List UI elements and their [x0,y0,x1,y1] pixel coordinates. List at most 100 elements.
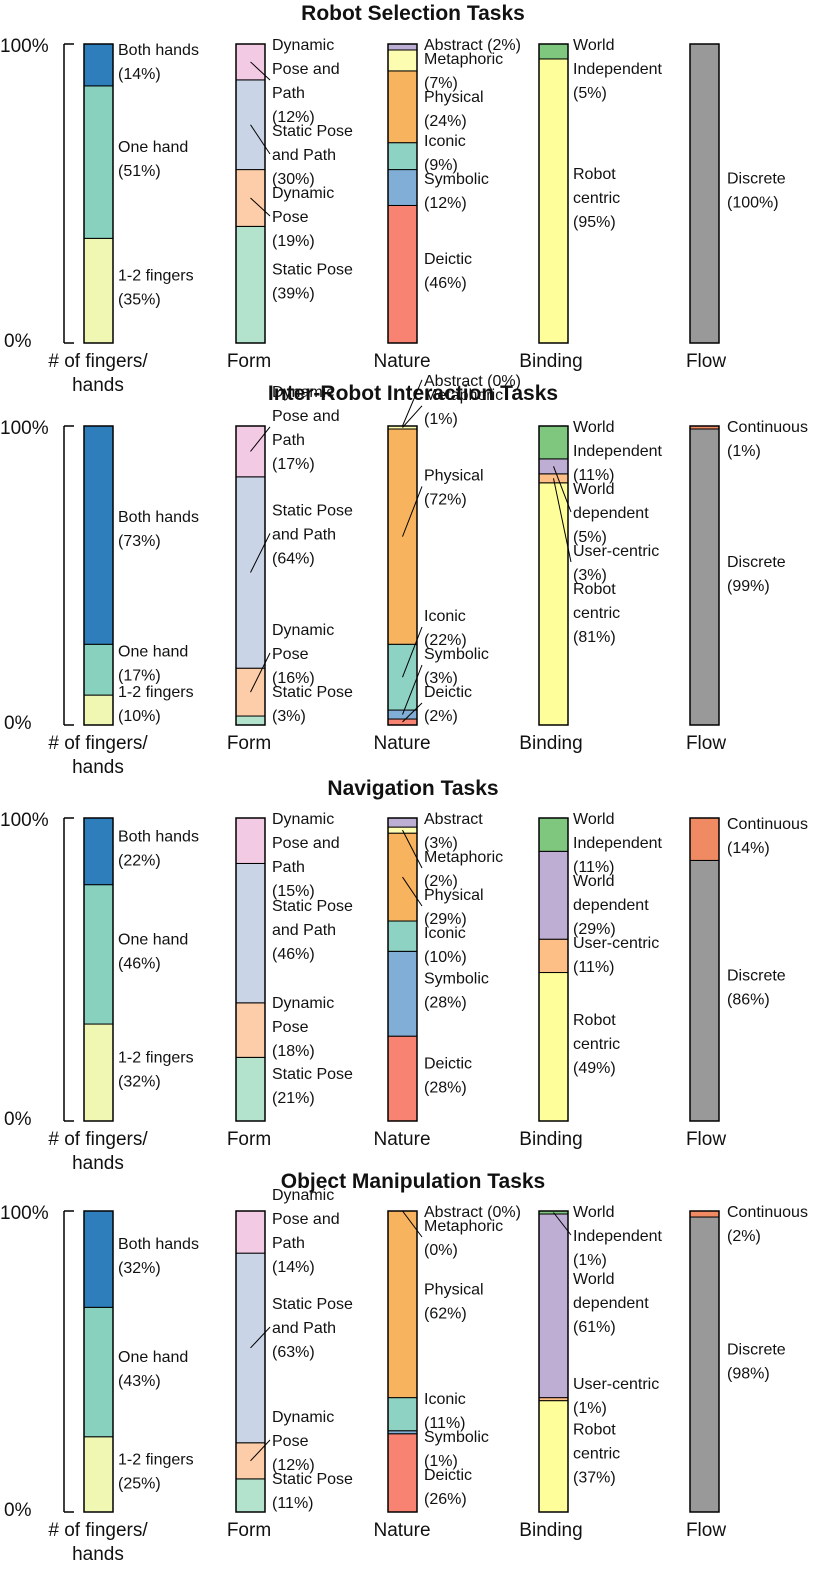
leader-line [553,466,572,513]
x-category-label: # of fingers/hands [48,733,148,778]
segment-label: Static Pose (11%) [272,1471,353,1512]
bar-segment [235,817,266,864]
leader-line [553,1212,572,1236]
bar-segment [538,58,569,344]
segment-label: Iconic (10%) [424,925,467,966]
bar-segment [689,428,720,726]
bar-segment [83,694,114,726]
bar-segment [83,1023,114,1122]
segment-label: Robot centric (37%) [573,1421,620,1486]
bar-segment [387,49,418,72]
x-category-label: Form [227,1520,271,1541]
bar-segment [538,43,569,60]
segment-label: Discrete (86%) [727,968,786,1009]
x-category-label: Binding [519,351,582,372]
bar-outline [83,1210,114,1513]
bar-segment [387,643,418,711]
segment-label: Metaphoric (2%) [424,849,503,890]
x-category-label: Nature [373,351,430,372]
bar-outline [538,43,569,344]
segment-label: Symbolic (1%) [424,1429,489,1470]
segment-label: Physical (24%) [424,89,484,130]
segment-label: Abstract (0%) [424,373,521,390]
segment-label: Both hands (32%) [118,1236,199,1277]
bar-segment [387,817,418,828]
segment-label: User-centric (3%) [573,543,659,584]
segment-label: Abstract (0%) [424,1204,521,1221]
segment-label: Dynamic Pose and Path (12%) [272,37,340,126]
bar-segment [387,204,418,344]
x-category-label: Nature [373,1520,430,1541]
segment-label: Symbolic (12%) [424,171,489,212]
segment-label: Static Pose and Path (46%) [272,898,353,963]
bar-outline [235,43,266,344]
leader-line [250,426,271,452]
chart-title: Inter-Robot Interaction Tasks [268,382,558,405]
bar-segment [235,1252,266,1444]
bar-segment [235,862,266,1004]
segment-label: Dynamic Pose (18%) [272,995,334,1060]
bar-outline [538,425,569,726]
bar-segment [387,70,418,144]
segment-label: One hand (51%) [118,139,188,180]
bar-segment [387,43,418,51]
x-category-label: Nature [373,733,430,754]
bar-segment [689,817,720,861]
bar-outline [235,425,266,726]
leader-line [402,829,423,869]
bar-segment [83,643,114,696]
bar-outline [83,43,114,344]
segment-label: Continuous (1%) [727,419,808,460]
leader-line [402,405,423,428]
bar-segment [387,920,418,952]
bar-segment [235,1002,266,1058]
bar-segment [387,950,418,1037]
leader-line [402,876,423,907]
segment-label: Deictic (46%) [424,251,472,292]
segment-label: Deictic (2%) [424,684,472,725]
y-tick-label-100: 100% [0,418,49,439]
leader-line [250,652,271,693]
segment-label: Robot centric (95%) [573,166,620,231]
bar-outline [538,1210,569,1513]
chart-title: Object Manipulation Tasks [281,1170,546,1193]
bar-segment [387,1397,418,1432]
segment-label: World dependent (61%) [573,1271,649,1336]
chart-panel-3: Navigation Tasks 0% 100% Both hands (22%) One… [0,777,808,1174]
bar-segment [83,1436,114,1513]
chart-panel-2: Inter-Robot Interaction Tasks 0% 100% Both … [0,373,808,778]
segment-label: Iconic (11%) [424,1391,466,1432]
segment-label: Static Pose and Path (30%) [272,123,353,188]
segment-label: Discrete (98%) [727,1342,786,1383]
bar-segment [538,850,569,940]
bar-segment [83,237,114,344]
bar-segment [538,425,569,460]
segment-label: One hand (43%) [118,1349,188,1390]
segment-label: One hand (17%) [118,644,188,685]
segment-label: Static Pose and Path (63%) [272,1296,353,1361]
segment-label: One hand (46%) [118,931,188,972]
bar-outline [235,817,266,1122]
segment-label: World dependent (29%) [573,873,649,938]
bar-segment [689,859,720,1122]
leader-line [402,664,423,715]
bar-segment [235,1210,266,1254]
chart-panel-4: Object Manipulation Tasks 0% 100% Both hand… [0,1170,808,1565]
leader-line [402,486,423,537]
bar-segment [538,817,569,852]
bar-segment [235,715,266,726]
bar-segment [689,1216,720,1513]
segment-label: Dynamic Pose and Path (17%) [272,384,340,473]
bar-segment [83,884,114,1025]
segment-label: Continuous (14%) [727,816,808,857]
segment-label: World Independent (11%) [573,419,663,484]
segment-label: Dynamic Pose (16%) [272,622,334,687]
bar-segment [235,225,266,344]
segment-label: Static Pose (39%) [272,262,353,303]
segment-label: Both hands (14%) [118,42,199,83]
bar-segment [538,1400,569,1513]
bar-outline [689,817,720,1122]
bar-segment [83,85,114,239]
segment-label: Dynamic Pose (19%) [272,185,334,250]
